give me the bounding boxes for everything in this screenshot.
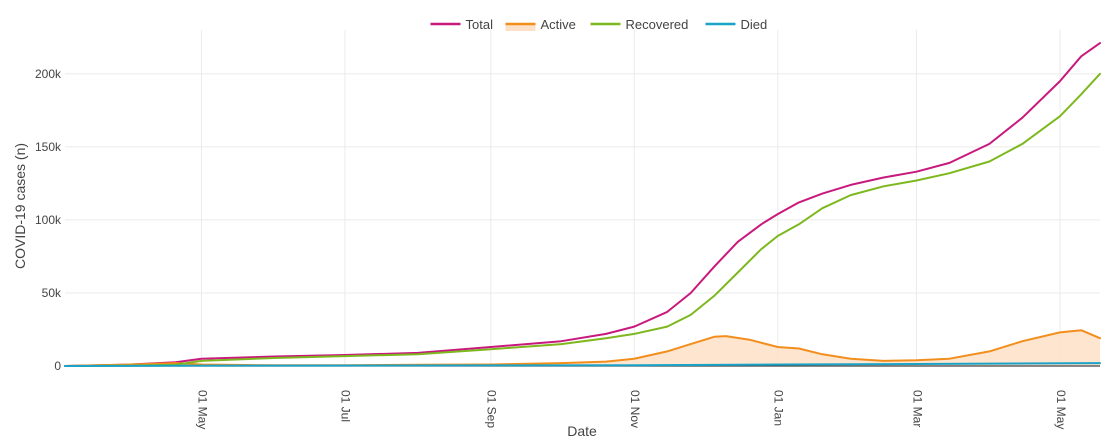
series-line-total (64, 42, 1101, 367)
legend-item-active[interactable]: Active (505, 17, 576, 32)
y-tick-label: 200k (35, 67, 62, 81)
legend-item-died[interactable]: Died (705, 17, 768, 32)
x-axis-title: Date (567, 423, 597, 439)
x-tick-label: 01 Sep (485, 390, 499, 428)
y-tick-label: 50k (42, 286, 62, 300)
legend-label-died: Died (741, 17, 768, 32)
x-tick-label: 01 Jul (339, 390, 353, 422)
x-tick-label: 01 Jan (772, 390, 786, 426)
y-tick-label: 0 (54, 359, 61, 373)
x-tick-label: 01 May (195, 390, 209, 429)
area-fills (65, 330, 1100, 366)
x-tick-label: 01 Nov (628, 390, 642, 428)
x-tick-label: 01 May (1054, 390, 1068, 429)
legend-swatch-fill-active (505, 24, 536, 31)
series-line-died (64, 362, 1101, 367)
legend-label-active: Active (541, 17, 576, 32)
y-tick-label: 150k (35, 140, 62, 154)
series-line-recovered (64, 72, 1101, 367)
y-axis-title: COVID-19 cases (n) (12, 143, 28, 269)
series-area-active (65, 330, 1100, 366)
legend: Total Active Recovered Died (430, 17, 768, 32)
grid (65, 30, 1100, 366)
legend-item-recovered[interactable]: Recovered (590, 17, 689, 32)
x-axis-ticks: 01 May 01 Jul 01 Sep 01 Nov 01 Jan 01 Mar 01 M… (195, 390, 1068, 429)
x-tick-label: 01 Mar (910, 390, 924, 427)
series-lines (64, 42, 1101, 367)
legend-label-total: Total (466, 17, 494, 32)
legend-label-recovered: Recovered (626, 17, 689, 32)
y-axis-ticks: 0 50k 100k 150k 200k (35, 67, 62, 373)
y-tick-label: 100k (35, 213, 62, 227)
legend-item-total[interactable]: Total (430, 17, 494, 32)
